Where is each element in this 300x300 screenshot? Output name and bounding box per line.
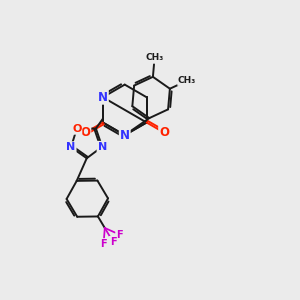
Text: F: F: [116, 230, 123, 239]
Text: N: N: [120, 129, 130, 142]
Text: CH₃: CH₃: [146, 53, 164, 62]
Text: O: O: [72, 124, 81, 134]
Text: N: N: [98, 91, 108, 104]
Text: N: N: [98, 142, 107, 152]
Text: N: N: [66, 142, 76, 152]
Text: O: O: [80, 126, 90, 139]
Text: F: F: [100, 239, 107, 249]
Text: CH₃: CH₃: [178, 76, 196, 85]
Text: F: F: [110, 237, 116, 247]
Text: O: O: [159, 126, 169, 139]
